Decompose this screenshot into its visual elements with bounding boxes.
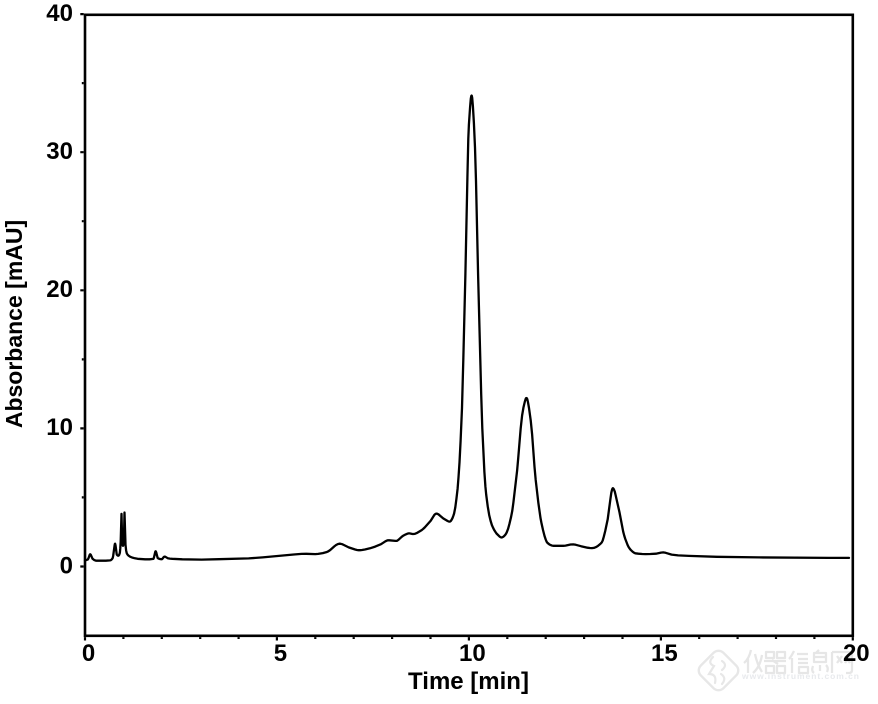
svg-text:5: 5 xyxy=(274,640,287,667)
svg-text:10: 10 xyxy=(46,414,73,441)
svg-text:10: 10 xyxy=(459,640,486,667)
svg-text:www.instrument.com.cn: www.instrument.com.cn xyxy=(741,671,859,681)
svg-text:20: 20 xyxy=(46,276,73,303)
svg-text:0: 0 xyxy=(60,552,73,579)
svg-text:Time [min]: Time [min] xyxy=(408,668,529,695)
svg-text:20: 20 xyxy=(843,640,870,667)
svg-text:0: 0 xyxy=(82,640,95,667)
svg-text:40: 40 xyxy=(46,0,73,27)
svg-text:15: 15 xyxy=(651,640,678,667)
svg-text:30: 30 xyxy=(46,138,73,165)
svg-text:Absorbance [mAU]: Absorbance [mAU] xyxy=(1,220,27,428)
